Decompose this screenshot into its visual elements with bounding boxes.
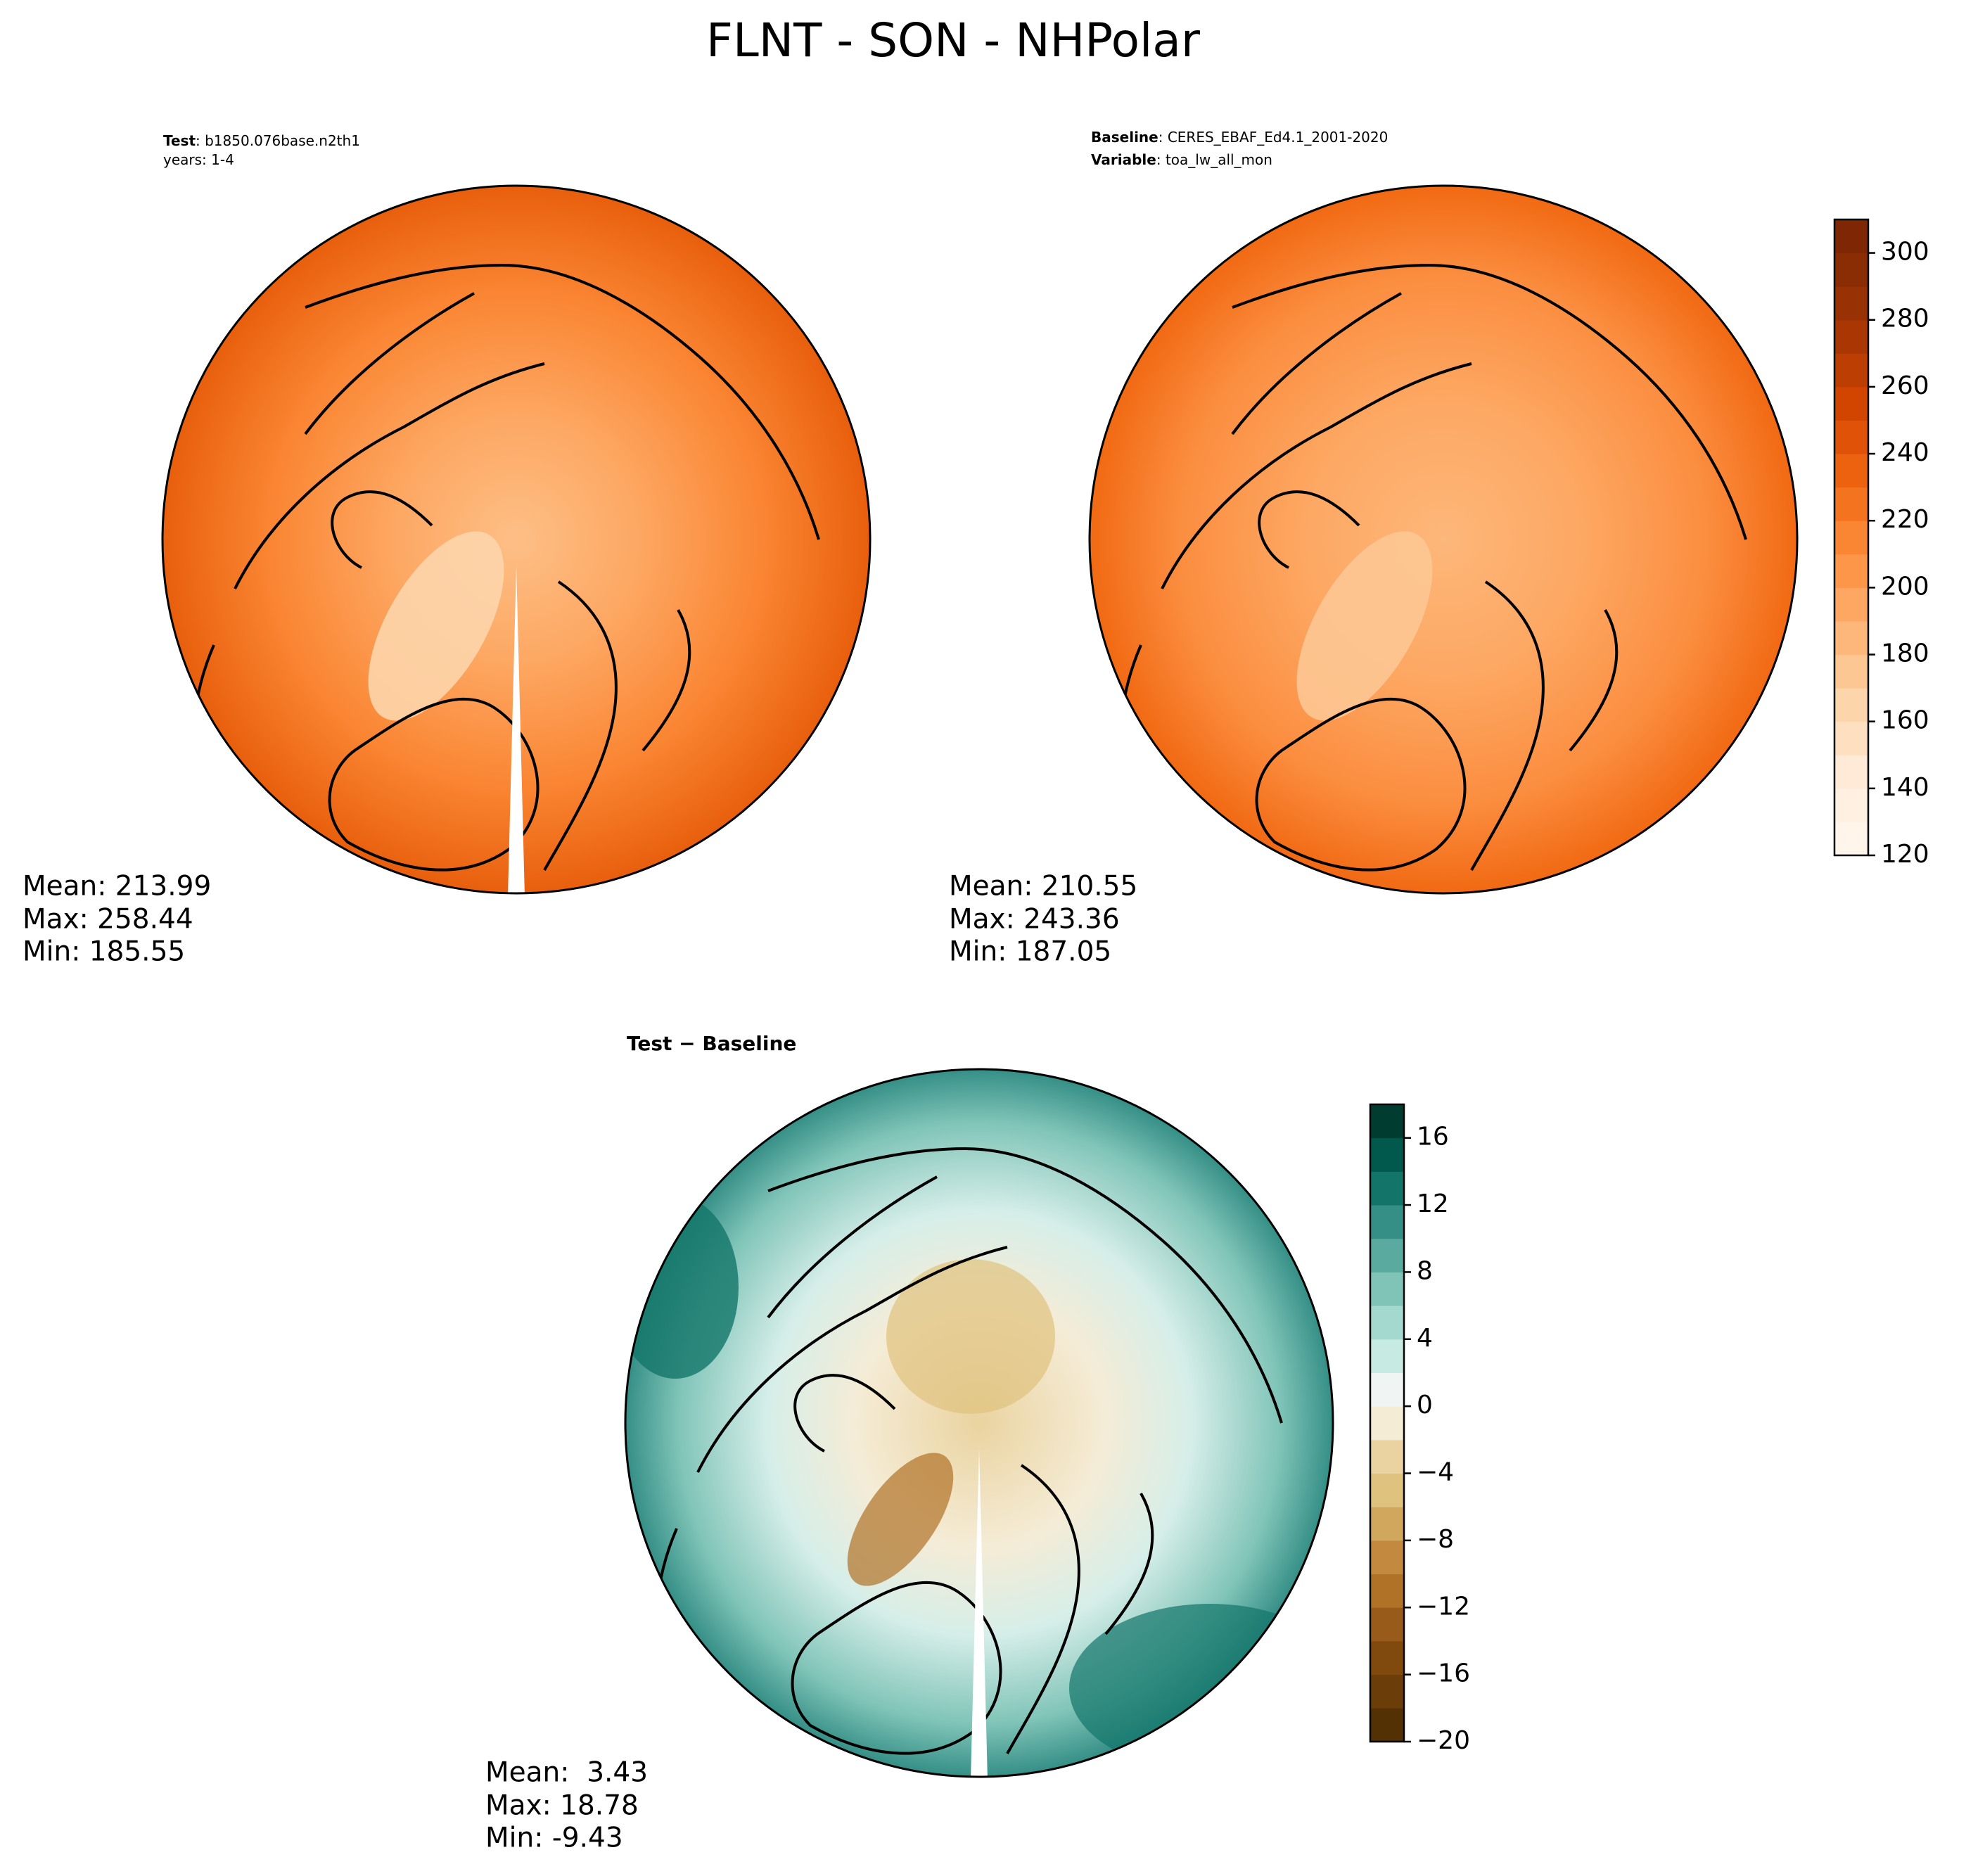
colorbar-tick-label: 300	[1881, 238, 1929, 267]
stat-line: Min: 185.55	[23, 936, 185, 968]
colorbar-tick-label: 260	[1881, 371, 1929, 400]
stat-line: Mean: 3.43	[485, 1757, 648, 1789]
map-frame	[161, 184, 872, 895]
colorbar-frame	[1833, 218, 1870, 857]
colorbar-band	[1834, 822, 1868, 856]
stat-line: Max: 18.78	[485, 1790, 639, 1822]
header-text: : CERES_EBAF_Ed4.1_2001-2020	[1158, 129, 1389, 146]
colorbar-band	[1834, 654, 1868, 689]
colorbar-band	[1370, 1540, 1404, 1575]
colorbar-tick-label: 120	[1881, 840, 1929, 869]
colorbar-band	[1834, 286, 1868, 321]
colorbar-band	[1370, 1406, 1404, 1441]
colorbar-band	[1370, 1674, 1404, 1709]
colorbar-tick-label: −16	[1417, 1659, 1470, 1688]
map-baseline	[1090, 186, 1797, 893]
colorbar-band	[1834, 554, 1868, 588]
stat-line: Mean: 210.55	[949, 871, 1137, 902]
colorbar-band	[1370, 1574, 1404, 1608]
colorbar-tick-label: 140	[1881, 773, 1929, 802]
colorbar-tick-label: 180	[1881, 639, 1929, 668]
header-key: Test − Baseline	[627, 1032, 796, 1055]
colorbar-tick-label: 200	[1881, 572, 1929, 601]
stat-line: Min: 187.05	[949, 936, 1111, 968]
colorbar-band	[1370, 1507, 1404, 1541]
colorbar-band	[1834, 587, 1868, 622]
map-frame	[1088, 184, 1799, 895]
header-text: : toa_lw_all_mon	[1156, 151, 1272, 168]
header-text: years: 1-4	[163, 151, 234, 168]
colorbar-band	[1370, 1439, 1404, 1474]
colorbar-band	[1370, 1607, 1404, 1642]
colorbar-band	[1834, 219, 1868, 254]
colorbar-band	[1370, 1137, 1404, 1172]
header-key: Variable	[1091, 151, 1156, 168]
colorbar-band	[1834, 688, 1868, 722]
colorbar-band	[1370, 1708, 1404, 1742]
colorbar-band	[1834, 454, 1868, 488]
stat-line: Mean: 213.99	[23, 871, 211, 902]
colorbar-tick-label: −8	[1417, 1525, 1454, 1554]
figure-title: FLNT - SON - NHPolar	[706, 13, 1201, 68]
colorbar-frame	[1369, 1103, 1405, 1743]
colorbar-band	[1370, 1272, 1404, 1306]
colorbar-band	[1370, 1372, 1404, 1407]
colorbar-band	[1370, 1205, 1404, 1239]
colorbar-band	[1370, 1104, 1404, 1139]
colorbar-tick-label: −4	[1417, 1458, 1454, 1487]
colorbar-band	[1834, 386, 1868, 421]
colorbar-band	[1834, 721, 1868, 755]
colorbar-band	[1834, 521, 1868, 555]
colorbar-tick-label: 0	[1417, 1391, 1433, 1419]
colorbar-tick-label: 280	[1881, 305, 1929, 333]
colorbar-tick-label: 8	[1417, 1256, 1433, 1285]
colorbar-band	[1370, 1306, 1404, 1340]
panel-header: Test − Baseline	[627, 1032, 796, 1055]
stat-line: Min: -9.43	[485, 1823, 623, 1854]
colorbar-band	[1834, 755, 1868, 789]
map-test	[162, 186, 870, 893]
colorbar-band	[1370, 1640, 1404, 1676]
stat-line: Max: 243.36	[949, 904, 1120, 936]
colorbar-band	[1370, 1238, 1404, 1272]
panel-header: years: 1-4	[163, 151, 234, 168]
colorbar-tick-label: 4	[1417, 1324, 1433, 1353]
map-difference	[625, 1069, 1333, 1777]
colorbar-band	[1834, 487, 1868, 521]
colorbar-band	[1370, 1171, 1404, 1206]
map-frame	[624, 1068, 1334, 1778]
panel-header: Variable: toa_lw_all_mon	[1091, 151, 1272, 168]
panel-header: Baseline: CERES_EBAF_Ed4.1_2001-2020	[1091, 129, 1388, 146]
colorbar-band	[1370, 1339, 1404, 1373]
colorbar-tick-label: −12	[1417, 1592, 1470, 1621]
colorbar-band	[1834, 319, 1868, 354]
colorbar-tick-label: 220	[1881, 505, 1929, 534]
header-key: Test	[163, 132, 196, 149]
colorbar-tick-label: 16	[1417, 1123, 1449, 1151]
colorbar-band	[1834, 253, 1868, 287]
colorbar-tick-label: −20	[1417, 1726, 1470, 1755]
header-key: Baseline	[1091, 129, 1158, 146]
panel-header: Test: b1850.076base.n2th1	[163, 132, 360, 149]
colorbar-band	[1834, 420, 1868, 454]
colorbar-band	[1834, 620, 1868, 656]
colorbar-band	[1834, 788, 1868, 822]
colorbar-band	[1834, 353, 1868, 388]
colorbar-tick-label: 12	[1417, 1189, 1449, 1218]
colorbar-band	[1370, 1473, 1404, 1507]
colorbar-tick-label: 160	[1881, 706, 1929, 735]
colorbar-tick-label: 240	[1881, 438, 1929, 467]
header-text: : b1850.076base.n2th1	[196, 132, 360, 149]
stat-line: Max: 258.44	[23, 904, 193, 936]
